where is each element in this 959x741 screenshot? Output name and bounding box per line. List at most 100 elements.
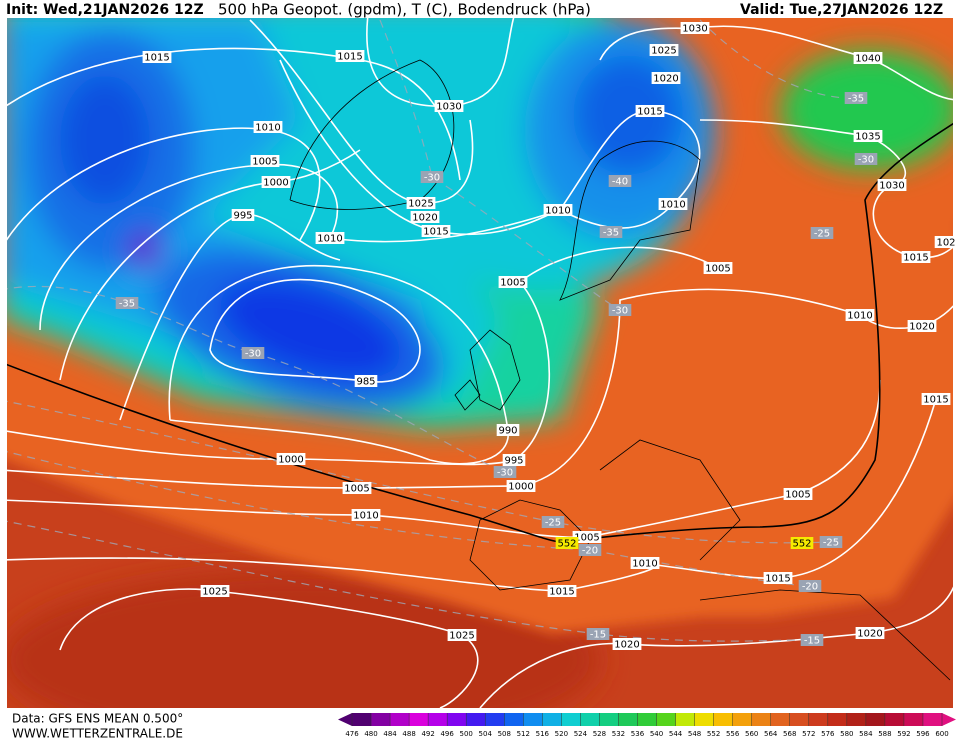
isobar-label: 995 bbox=[504, 456, 523, 467]
isobar-label-box bbox=[335, 50, 365, 62]
colorbar-cell bbox=[884, 713, 905, 726]
colorbar-cell bbox=[466, 713, 486, 726]
colorbar-cell bbox=[409, 713, 429, 726]
colorbar-tick-label: 588 bbox=[878, 730, 891, 738]
isobar-label-box bbox=[783, 488, 813, 500]
colorbar-tick-label: 528 bbox=[593, 730, 606, 738]
contour-552 bbox=[7, 122, 953, 543]
isobar-label: 1015 bbox=[144, 53, 169, 64]
isobar-label: 1015 bbox=[923, 395, 948, 406]
temperature-label: -20 bbox=[802, 582, 818, 593]
isobar-label: 1015 bbox=[423, 227, 448, 238]
colorbar-cell bbox=[352, 713, 372, 726]
colorbar-tick-label: 556 bbox=[726, 730, 740, 738]
isobar-label: 995 bbox=[233, 211, 252, 222]
isobar-label: 990 bbox=[498, 426, 517, 437]
isobar-label-box bbox=[547, 585, 577, 597]
isobar-label-box bbox=[231, 209, 255, 221]
isobar-label-box bbox=[276, 453, 306, 465]
footer-source: WWW.WETTERZENTRALE.DE bbox=[12, 727, 183, 741]
temperature-label: -40 bbox=[612, 177, 628, 188]
isobar-label-box bbox=[142, 51, 172, 63]
geopotential-label: 552 bbox=[557, 539, 576, 550]
colorbar-cell bbox=[637, 713, 658, 726]
colorbar-cell bbox=[390, 713, 410, 726]
colorbar-tick-label: 584 bbox=[859, 730, 873, 738]
footer-data: Data: GFS ENS MEAN 0.500° bbox=[12, 712, 183, 726]
init-text: Init: Wed,21JAN2026 12Z bbox=[6, 2, 204, 18]
colorbar-tick-label: 484 bbox=[383, 730, 397, 738]
isobar-label-box bbox=[315, 232, 345, 244]
isobar-label-box bbox=[901, 251, 931, 263]
isobars bbox=[7, 18, 953, 708]
isobar-label-box bbox=[853, 52, 883, 64]
temperature-label-box bbox=[800, 634, 824, 646]
isobar-label-box bbox=[853, 130, 883, 142]
isobar-label: 1020 bbox=[412, 213, 437, 224]
isobar-label-box bbox=[498, 276, 528, 288]
isobar-label-box bbox=[635, 105, 665, 117]
isobar-label: 1015 bbox=[765, 574, 790, 585]
isobar-label: 1010 bbox=[317, 234, 342, 245]
warm-core bbox=[7, 570, 600, 708]
isobar-label: 1020 bbox=[857, 629, 882, 640]
temperature-label-box bbox=[798, 580, 822, 592]
colorbar-cell bbox=[865, 713, 886, 726]
colorbar-tick-label: 492 bbox=[421, 730, 434, 738]
temperature-label-box bbox=[854, 153, 878, 165]
isobar-label-box bbox=[649, 44, 679, 56]
isobar-label-box bbox=[543, 204, 573, 216]
isobar-label-box bbox=[406, 197, 436, 209]
colorbar-tick-label: 568 bbox=[783, 730, 796, 738]
colorbar: 476 480 484 488 492 496 500 504 508 512 516 520 524 5… bbox=[338, 713, 956, 738]
isobar-label-box bbox=[763, 572, 793, 584]
colorbar-tick-label: 552 bbox=[707, 730, 720, 738]
temperature-label-box bbox=[586, 628, 610, 640]
colorbar-tick-label: 572 bbox=[802, 730, 815, 738]
temperature-label-box bbox=[599, 226, 623, 238]
colorbar-cell bbox=[504, 713, 524, 726]
isobar-label-box bbox=[351, 509, 381, 521]
isobar-label-box bbox=[907, 320, 937, 332]
colorbar-tick-label: 480 bbox=[364, 730, 377, 738]
isobar-label: 1015 bbox=[637, 107, 662, 118]
temperature-label-box bbox=[608, 175, 632, 187]
isobar-label: 1005 bbox=[500, 278, 525, 289]
isobar-label-box bbox=[447, 629, 477, 641]
map-title: 500 hPa Geopot. (gpdm), T (C), Bodendruc… bbox=[218, 1, 591, 19]
colorbar-cell bbox=[599, 713, 619, 726]
isobar-label-box bbox=[651, 72, 681, 84]
isobar-label: 1020 bbox=[653, 74, 678, 85]
colorbar-tick-label: 532 bbox=[612, 730, 625, 738]
temperature-label: -35 bbox=[603, 228, 619, 239]
colorbar-tick-label: 548 bbox=[688, 730, 701, 738]
isobar-label-box bbox=[502, 454, 526, 466]
isobar-label: 1005 bbox=[252, 157, 277, 168]
isobar-label: 1005 bbox=[705, 264, 730, 275]
colorbar-tick-label: 592 bbox=[897, 730, 910, 738]
isobar-label: 102 bbox=[936, 238, 955, 249]
isobar-label: 1015 bbox=[549, 587, 574, 598]
cold-field bbox=[7, 18, 953, 430]
colorbar-tick-label: 496 bbox=[440, 730, 454, 738]
colorbar-cell bbox=[789, 713, 810, 726]
isobar-label-box bbox=[200, 585, 230, 597]
temperature-label: -35 bbox=[848, 94, 864, 105]
colorbar-tick-label: 508 bbox=[498, 730, 511, 738]
isobar-label: 1005 bbox=[785, 490, 810, 501]
colorbar-cell bbox=[542, 713, 562, 726]
isobar-label-box bbox=[921, 393, 951, 405]
colorbar-arrow bbox=[942, 713, 956, 726]
colorbar-tick-label: 476 bbox=[345, 730, 359, 738]
isobar-label: 1015 bbox=[903, 253, 928, 264]
colorbar-cell bbox=[808, 713, 829, 726]
colorbar-tick-label: 560 bbox=[745, 730, 758, 738]
isobar-label-box bbox=[253, 121, 283, 133]
isobar-label: 1000 bbox=[263, 178, 288, 189]
temperature-label: -25 bbox=[814, 229, 830, 240]
isobar-label: 1040 bbox=[855, 54, 880, 65]
isobar-label: 1020 bbox=[614, 640, 639, 651]
temperature-label-box bbox=[844, 92, 868, 104]
isobar-label-box bbox=[354, 375, 378, 387]
